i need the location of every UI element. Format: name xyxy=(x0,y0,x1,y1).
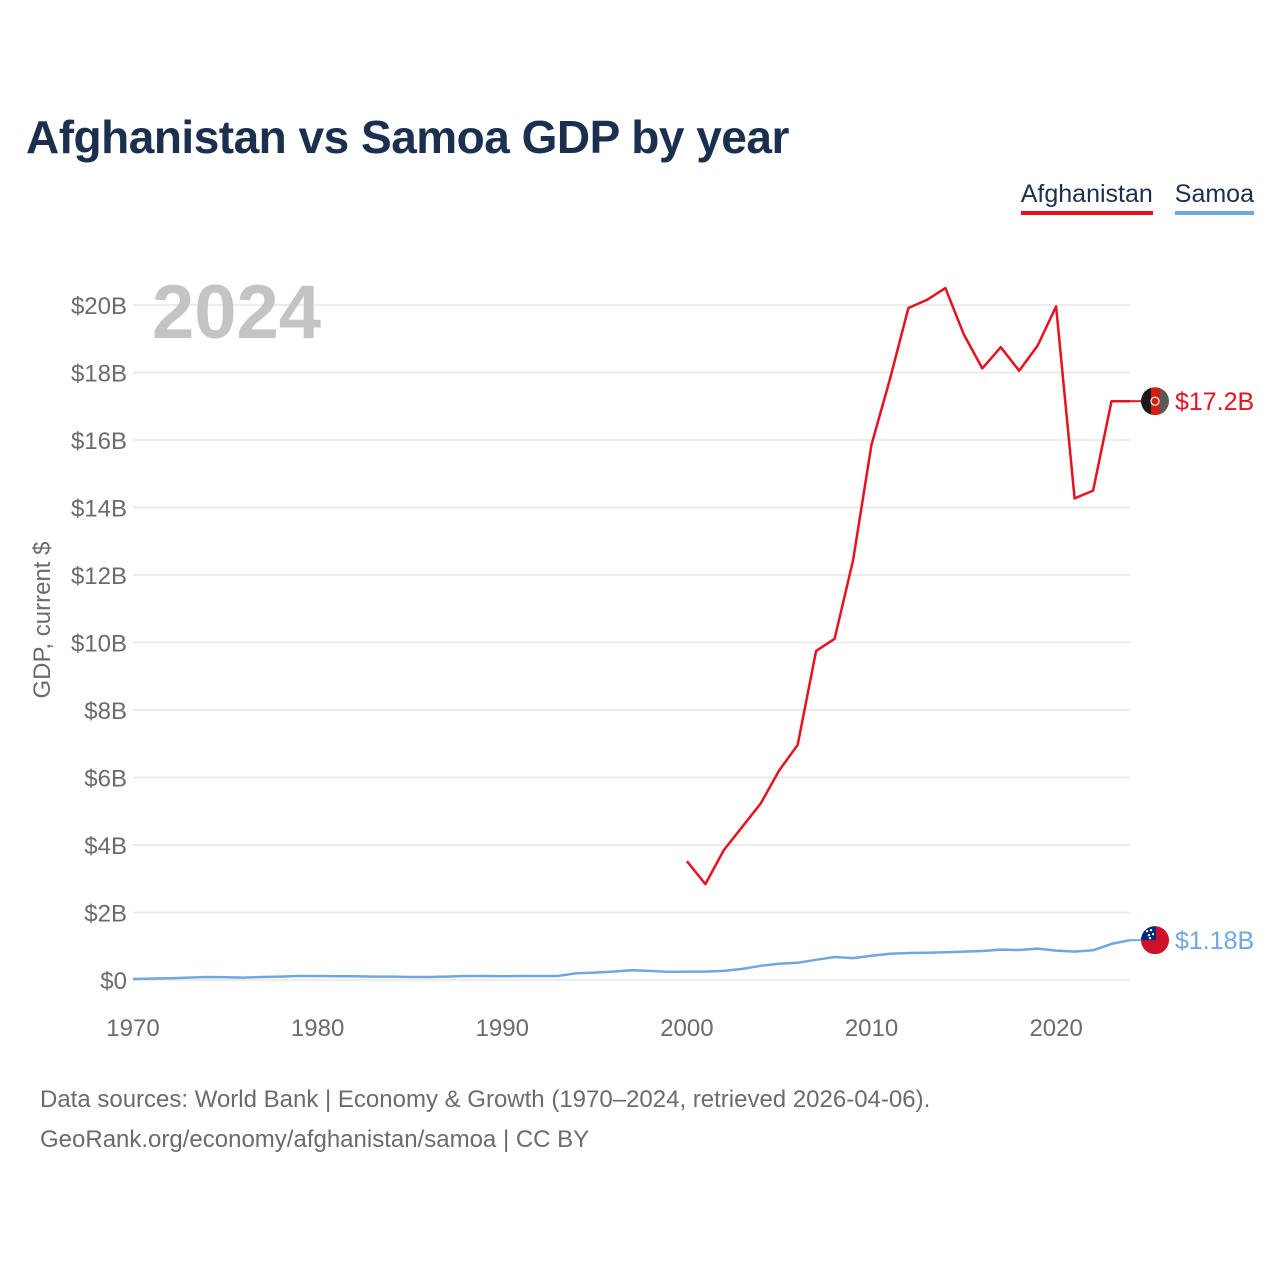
y-tick-label: $4B xyxy=(84,833,127,860)
x-tick-label: 2010 xyxy=(845,1015,898,1042)
y-axis-ticks: $0 $2B $4B $6B $8B $10B $12B $14B $16B $18B $20B xyxy=(71,293,127,995)
y-tick-label: $14B xyxy=(71,496,127,523)
grid-lines xyxy=(133,304,1130,981)
x-tick-label: 2000 xyxy=(660,1015,713,1042)
y-tick-label: $18B xyxy=(71,361,127,388)
series-line-afghanistan[interactable] xyxy=(685,286,1130,886)
y-axis-label: GDP, current $ xyxy=(29,542,56,699)
x-tick-label: 1970 xyxy=(106,1015,159,1042)
legend-item-afghanistan[interactable]: Afghanistan xyxy=(1020,180,1153,215)
y-tick-label: $0 xyxy=(100,968,127,995)
source-line-1: Data sources: World Bank | Economy & Gro… xyxy=(40,1086,931,1113)
x-tick-label: 1980 xyxy=(291,1015,344,1042)
chart-title: Afghanistan vs Samoa GDP by year xyxy=(26,111,789,163)
samoa-flag-icon xyxy=(1141,926,1169,955)
end-value-label-afghanistan: $17.2B xyxy=(1175,388,1254,416)
y-tick-label: $10B xyxy=(71,631,127,658)
series-line-samoa[interactable] xyxy=(132,938,1131,981)
series-lines xyxy=(132,286,1131,981)
legend-item-samoa[interactable]: Samoa xyxy=(1174,180,1254,215)
y-tick-label: $6B xyxy=(84,766,127,793)
series-end-markers: $17.2B $1.18B xyxy=(1130,387,1254,955)
source-line-2[interactable]: GeoRank.org/economy/afghanistan/samoa | … xyxy=(40,1126,590,1153)
y-tick-label: $8B xyxy=(84,698,127,725)
x-tick-label: 1990 xyxy=(476,1015,529,1042)
year-watermark: 2024 xyxy=(152,270,321,355)
end-value-label-samoa: $1.18B xyxy=(1175,927,1254,955)
y-tick-label: $12B xyxy=(71,563,127,590)
y-tick-label: $2B xyxy=(84,901,127,928)
x-axis-ticks: 1970 1980 1990 2000 2010 2020 xyxy=(106,1015,1083,1042)
legend: Afghanistan Samoa xyxy=(1020,180,1254,215)
x-tick-label: 2020 xyxy=(1029,1015,1082,1042)
y-tick-label: $16B xyxy=(71,428,127,455)
y-tick-label: $20B xyxy=(71,293,127,320)
source-footer: Data sources: World Bank | Economy & Gro… xyxy=(40,1080,930,1160)
afghanistan-flag-icon xyxy=(1141,387,1169,416)
